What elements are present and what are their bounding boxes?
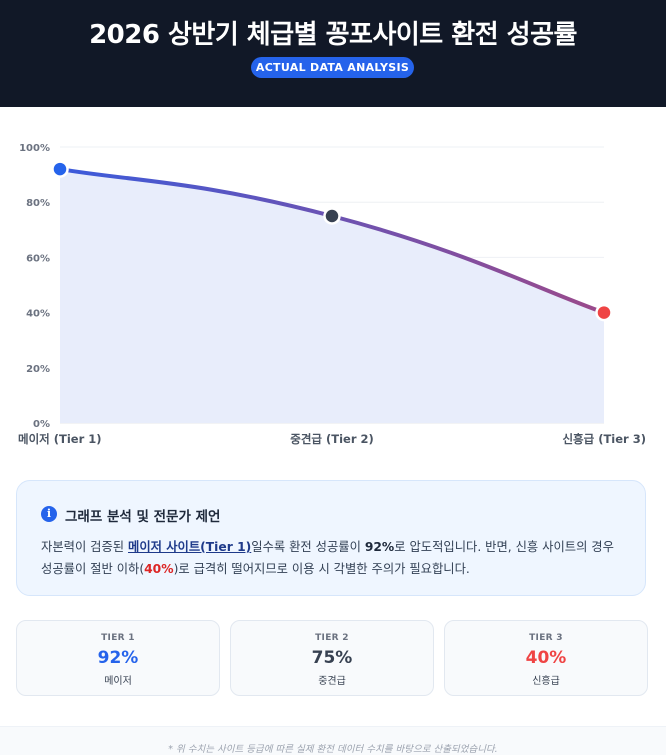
info-icon: i	[41, 506, 57, 522]
y-tick-label: 100%	[19, 143, 50, 154]
card-tier-label: TIER 3	[529, 633, 563, 643]
card-value: 92%	[97, 648, 139, 668]
footer: * 위 수치는 사이트 등급에 따른 실제 환전 데이터 수치를 바탕으로 산출…	[0, 726, 666, 755]
analysis-highlight-major: 메이저 사이트(Tier 1)	[128, 540, 252, 554]
stat-card-tier3: TIER 3 40% 신흥급	[444, 620, 648, 696]
analysis-text-part: )로 급격히 떨어지므로 이용 시 각별한 주의가 필요합니다.	[173, 562, 470, 576]
chart-area	[60, 169, 604, 423]
x-category-label: 중견급 (Tier 2)	[290, 432, 374, 446]
analysis-highlight-40: 40%	[144, 562, 174, 576]
card-name: 신흥급	[532, 676, 560, 687]
card-tier-label: TIER 2	[315, 633, 349, 643]
analysis-badge: ACTUAL DATA ANALYSIS	[251, 57, 414, 78]
x-category-label: 메이저 (Tier 1)	[18, 432, 102, 446]
analysis-text: 자본력이 검증된 메이저 사이트(Tier 1)일수록 환전 성공률이 92%로…	[41, 536, 626, 580]
card-value: 40%	[525, 648, 567, 668]
y-tick-label: 80%	[26, 198, 50, 209]
y-tick-label: 40%	[26, 309, 50, 320]
card-name: 중견급	[318, 676, 346, 687]
header: 2026 상반기 체급별 꽁포사이트 환전 성공률 ACTUAL DATA AN…	[0, 0, 666, 107]
analysis-title: 그래프 분석 및 전문가 제언	[65, 509, 221, 525]
card-name: 메이저	[104, 676, 132, 687]
card-value: 75%	[311, 648, 353, 668]
chart-labels: 0% 20% 40% 60% 80% 100% 메이저 (Tier 1) 중견급 (Tier …	[18, 143, 646, 446]
analysis-box: i 그래프 분석 및 전문가 제언 자본력이 검증된 메이저 사이트(Tier …	[16, 480, 646, 596]
x-category-label: 신흥급 (Tier 3)	[562, 432, 646, 446]
data-point	[51, 160, 69, 178]
card-tier-label: TIER 1	[101, 633, 135, 643]
y-tick-label: 60%	[26, 253, 50, 264]
chart-svg: 0% 20% 40% 60% 80% 100% 메이저 (Tier 1) 중견급 (Tier …	[18, 143, 646, 446]
analysis-text-part: 자본력이 검증된	[41, 540, 129, 554]
stat-card-tier1: TIER 1 92% 메이저	[16, 620, 220, 696]
chart-points	[51, 160, 613, 322]
footer-note: * 위 수치는 사이트 등급에 따른 실제 환전 데이터 수치를 바탕으로 산출…	[168, 744, 498, 755]
data-point	[323, 207, 341, 225]
line-chart: 0% 20% 40% 60% 80% 100% 메이저 (Tier 1) 중견급 (Tier …	[0, 130, 666, 460]
stat-card-tier2: TIER 2 75% 중견급	[230, 620, 434, 696]
analysis-text-part: 일수록 환전 성공률이	[251, 540, 365, 554]
data-point	[595, 303, 613, 322]
y-tick-label: 20%	[26, 364, 50, 375]
analysis-text-part: 로 압도적입니다. 반면, 신흥 사이트의 경우 성공률이 절반 이하(	[41, 540, 614, 576]
page-title: 2026 상반기 체급별 꽁포사이트 환전 성공률	[89, 20, 577, 50]
chart-area-fill	[60, 169, 604, 423]
analysis-highlight-92: 92%	[364, 540, 395, 554]
y-tick-label: 0%	[33, 419, 50, 430]
